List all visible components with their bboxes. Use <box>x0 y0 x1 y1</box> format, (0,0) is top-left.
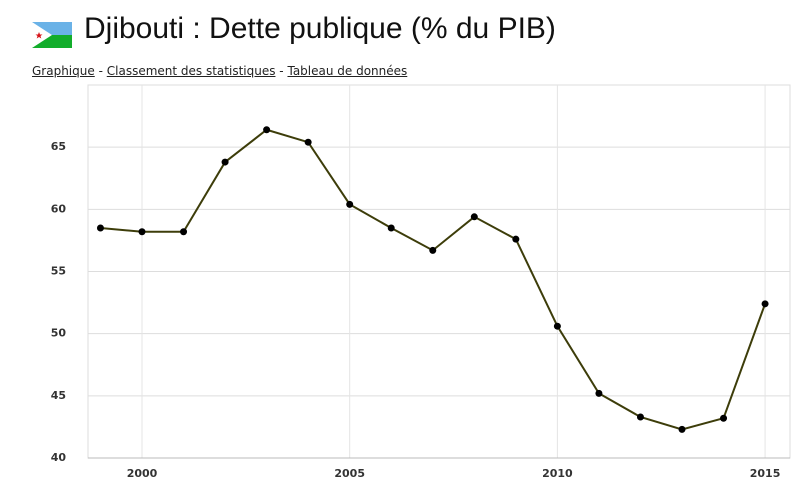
x-tick-label: 2015 <box>750 467 781 480</box>
data-point <box>470 213 478 221</box>
page-title: Djibouti : Dette publique (% du PIB) <box>84 12 556 45</box>
x-tick-label: 2005 <box>334 467 365 480</box>
separator: - <box>279 64 284 78</box>
data-point <box>595 389 603 397</box>
y-tick-label: 45 <box>51 389 66 402</box>
y-tick-label: 55 <box>51 265 66 278</box>
data-point <box>180 228 188 236</box>
data-point <box>720 414 728 422</box>
data-point <box>429 246 437 254</box>
data-point <box>346 200 354 208</box>
data-point <box>221 158 229 166</box>
data-point <box>387 224 395 232</box>
y-tick-label: 60 <box>51 202 67 215</box>
nav-link[interactable]: Tableau de données <box>287 64 408 78</box>
x-tick-label: 2000 <box>127 467 158 480</box>
y-tick-label: 65 <box>51 140 66 153</box>
data-point <box>636 413 644 421</box>
data-point <box>761 300 769 308</box>
data-point <box>304 138 312 146</box>
data-point <box>263 126 271 134</box>
nav-links: Graphique - Classement des statistiques … <box>32 64 407 78</box>
y-tick-label: 50 <box>51 327 67 340</box>
data-point <box>678 425 686 433</box>
data-point <box>512 235 520 243</box>
separator: - <box>98 64 103 78</box>
nav-link[interactable]: Graphique <box>32 64 95 78</box>
data-point <box>96 224 104 232</box>
data-point <box>553 322 561 330</box>
x-tick-label: 2010 <box>542 467 573 480</box>
data-point <box>138 228 146 236</box>
flag <box>32 22 72 48</box>
y-tick-label: 40 <box>51 451 67 464</box>
nav-link[interactable]: Classement des statistiques <box>106 64 276 78</box>
